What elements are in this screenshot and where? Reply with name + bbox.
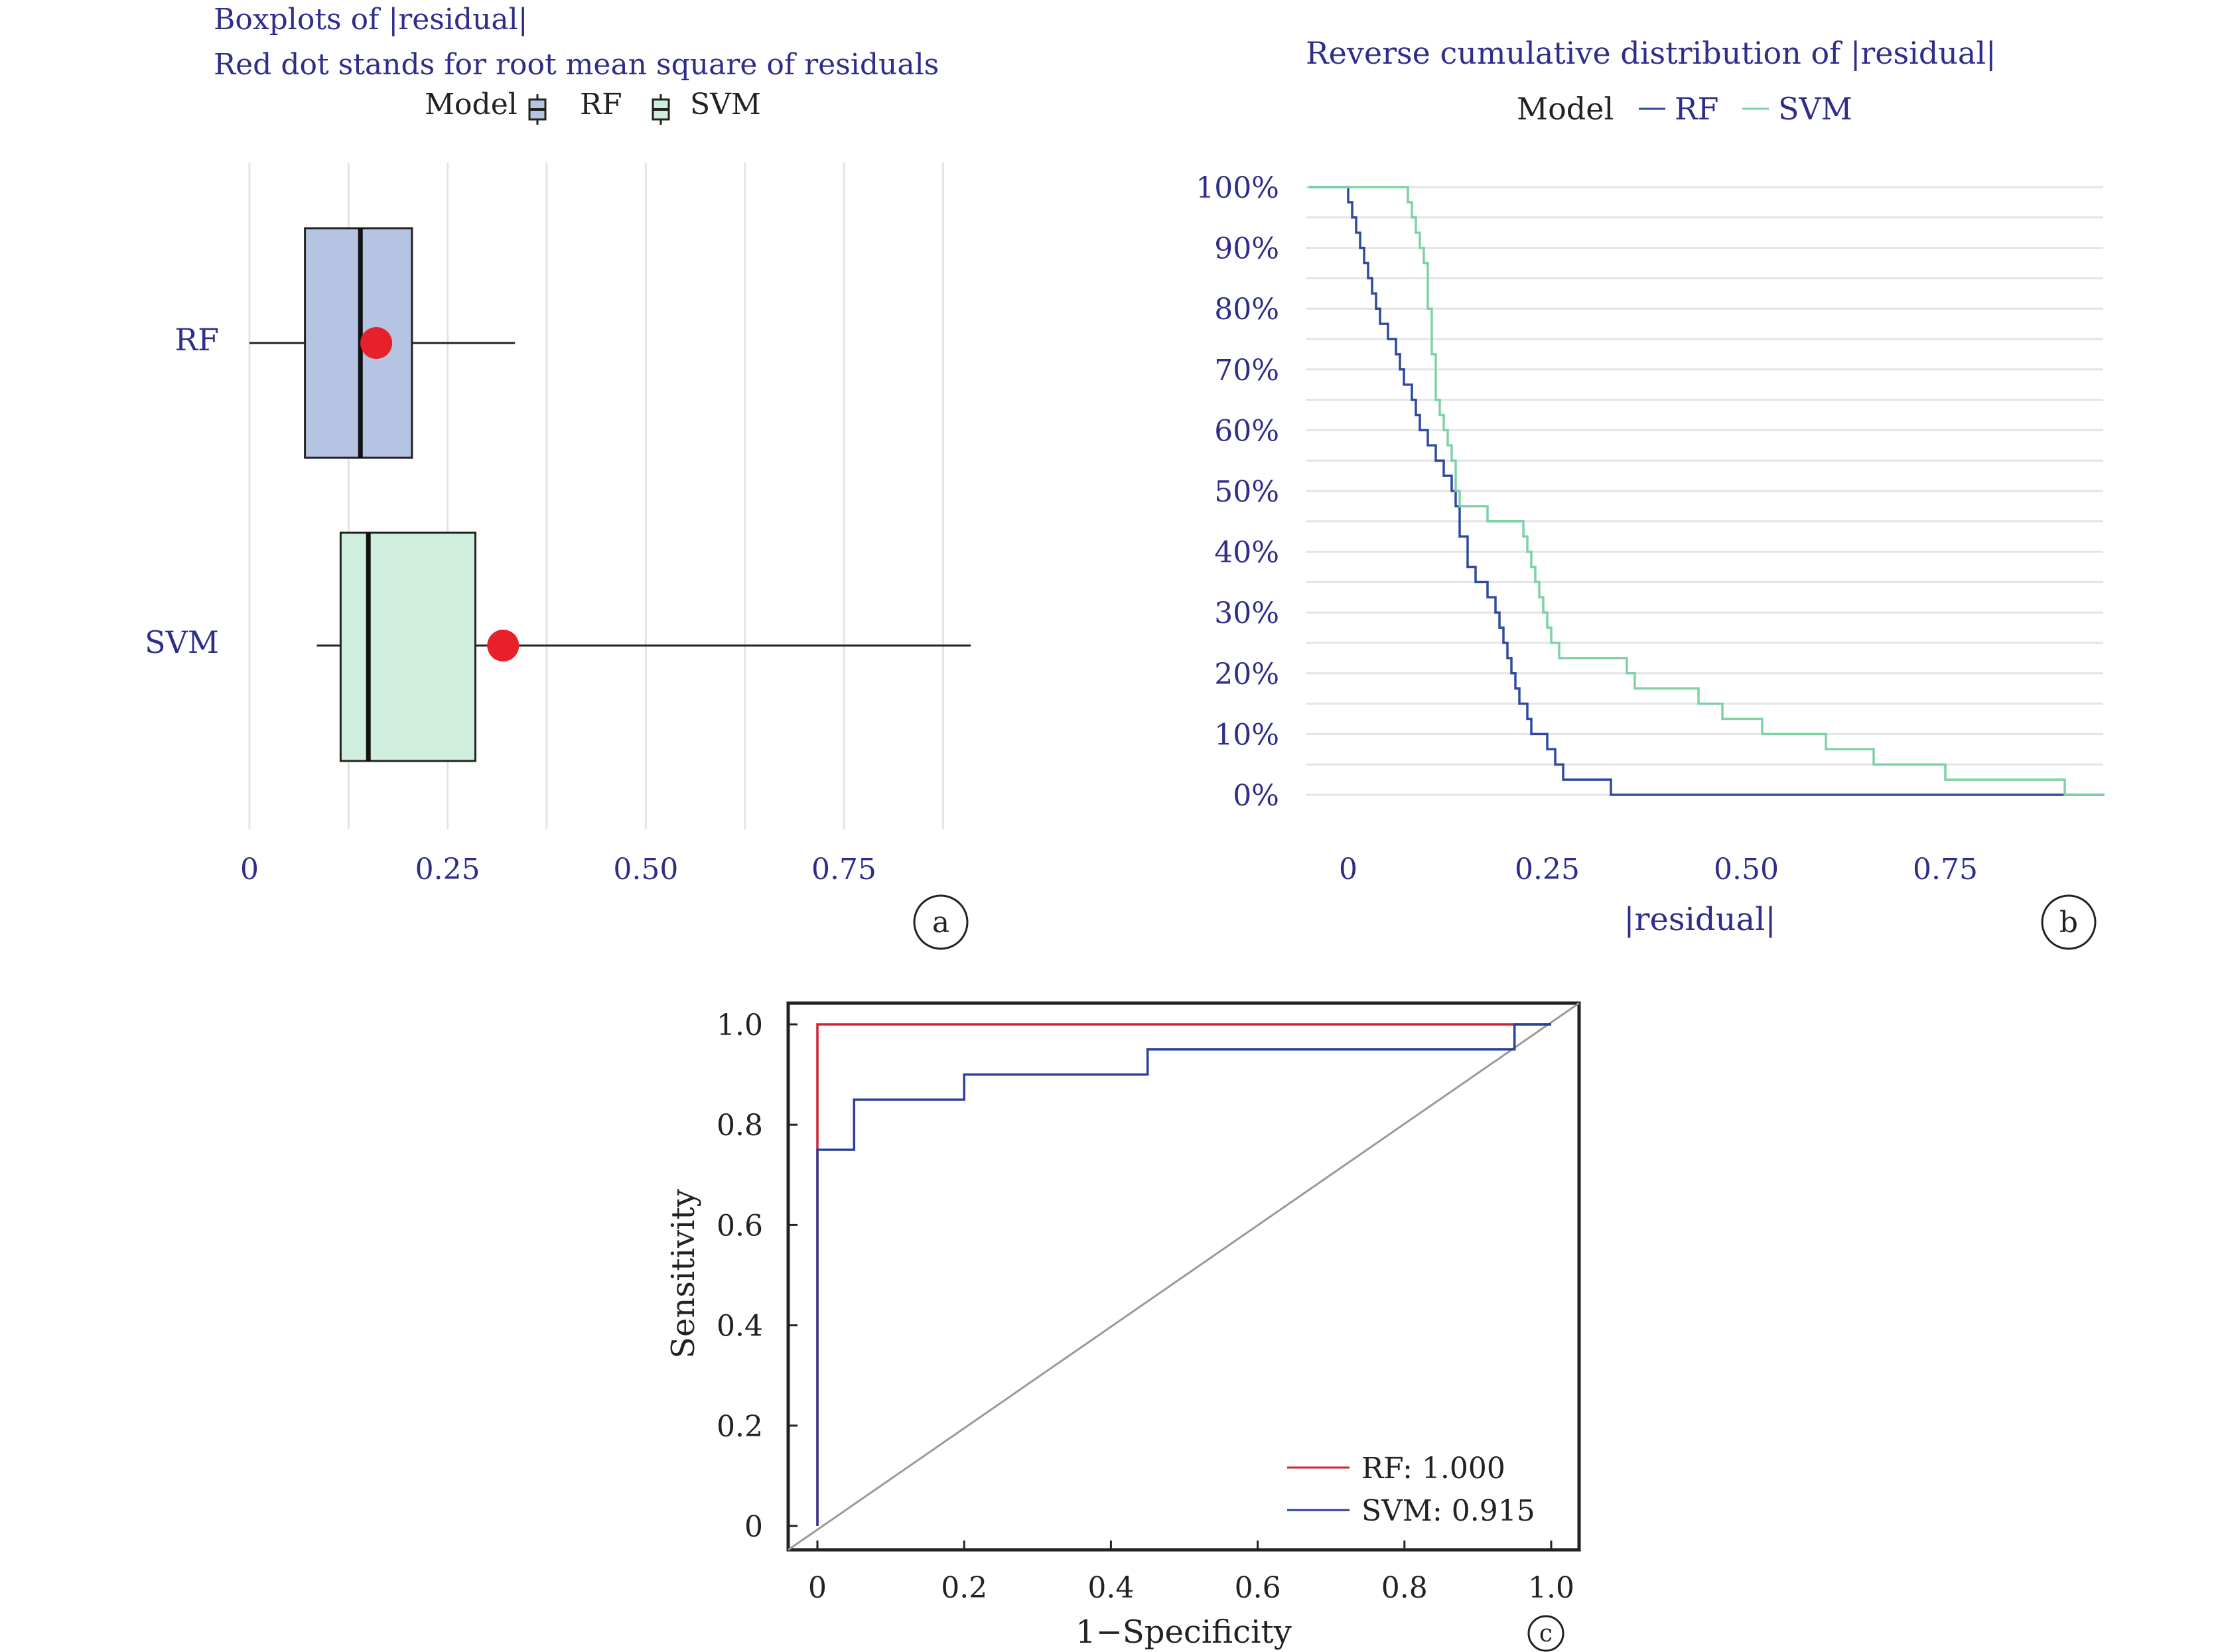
panel-b-x-tick-1: 0.25 bbox=[1515, 853, 1580, 886]
box-svm-rmse-dot bbox=[487, 630, 520, 661]
panel-b-y-tick-5: 50% bbox=[1214, 475, 1279, 509]
panel-b-legend-svm-label: SVM bbox=[1778, 91, 1852, 127]
panel-c-x-tick-1: 0.2 bbox=[941, 1571, 987, 1605]
panel-a-x-tick-3: 0.75 bbox=[811, 853, 876, 886]
panel-b-y-tick-6: 60% bbox=[1214, 414, 1279, 448]
panel-b-x-tick-labels: 0 0.25 0.50 0.75 bbox=[1339, 853, 1978, 886]
panel-c-y-axis-label: Sensitivity bbox=[665, 1189, 702, 1359]
panel-c-x-tick-3: 0.6 bbox=[1235, 1571, 1281, 1605]
panel-a-subtitle: Red dot stands for root mean square of r… bbox=[214, 48, 939, 82]
panel-b-legend-rf-label: RF bbox=[1675, 91, 1719, 127]
box-rf-rmse-dot bbox=[360, 327, 393, 359]
panel-c-label: c bbox=[1539, 1620, 1553, 1647]
panel-c-x-tick-4: 0.8 bbox=[1381, 1571, 1428, 1605]
panel-b-label: b bbox=[2059, 906, 2078, 939]
panel-c-y-tick-2: 0.4 bbox=[717, 1310, 763, 1343]
panel-c-legend-rf-label: RF: 1.000 bbox=[1361, 1452, 1505, 1485]
legend-key-svm-box bbox=[652, 94, 670, 125]
panel-c-label-circle: c bbox=[1527, 1615, 1564, 1652]
panel-b-y-tick-9: 90% bbox=[1214, 232, 1279, 266]
panel-c-y-tick-5: 1.0 bbox=[717, 1008, 763, 1042]
panel-c-y-tick-0: 0 bbox=[744, 1510, 763, 1544]
panel-b-line-svm bbox=[1308, 186, 2105, 796]
panel-c-y-tick-3: 0.6 bbox=[717, 1209, 763, 1243]
panel-c-y-tick-1: 0.2 bbox=[717, 1410, 763, 1444]
panel-a-label: a bbox=[932, 906, 949, 939]
panel-b-y-tick-3: 30% bbox=[1214, 596, 1279, 630]
panel-c-ticks: 0 0.2 0.4 0.6 0.8 1.0 0 0.2 0.4 0.6 0.8 1.0 bbox=[717, 1008, 1574, 1605]
panel-b-legend-title: Model bbox=[1517, 91, 1614, 127]
panel-b-y-tick-7: 70% bbox=[1214, 354, 1279, 387]
panel-a-x-tick-2: 0.50 bbox=[613, 853, 678, 886]
panel-b-line-rf bbox=[1308, 186, 2105, 796]
panel-b-y-tick-10: 100% bbox=[1196, 171, 1279, 205]
panel-b-legend: Model RF SVM bbox=[1517, 91, 1852, 127]
panel-b-x-tick-0: 0 bbox=[1339, 853, 1357, 886]
box-svm-iqr bbox=[339, 531, 476, 762]
panel-c-x-axis-label: 1−Specificity bbox=[1075, 1614, 1292, 1651]
panel-c-y-tick-4: 0.8 bbox=[717, 1109, 763, 1142]
panel-b-y-tick-labels: 0% 10% 20% 30% 40% 50% 60% 70% 80% 90% 100% bbox=[1196, 171, 1279, 813]
panel-c-frame bbox=[786, 1001, 1581, 1552]
panel-c-chance-diagonal bbox=[788, 1002, 1580, 1551]
panel-c-legend: RF: 1.000 SVM: 0.915 bbox=[1287, 1452, 1535, 1528]
panel-b-title: Reverse cumulative distribution of |resi… bbox=[1306, 35, 1996, 71]
panel-a-legend-svm-label: SVM bbox=[690, 88, 761, 121]
panel-a-boxes bbox=[249, 227, 971, 762]
panel-c-x-tick-0: 0 bbox=[808, 1571, 827, 1605]
panel-c-roc-svm bbox=[816, 1023, 1551, 1526]
panel-b-y-tick-4: 40% bbox=[1214, 536, 1279, 570]
panel-b-y-tick-2: 20% bbox=[1214, 657, 1279, 691]
panel-a-legend-rf-label: RF bbox=[580, 88, 622, 121]
panel-a-category-rf: RF bbox=[174, 322, 219, 358]
panel-a-x-tick-1: 0.25 bbox=[415, 853, 480, 886]
panel-b-label-circle: b bbox=[2041, 894, 2097, 950]
panel-a-boxplot: Boxplots of |residual| Red dot stands fo… bbox=[145, 3, 971, 950]
panel-a-legend: Model RF SVM bbox=[425, 88, 761, 125]
panel-a-legend-title: Model bbox=[425, 88, 518, 121]
panel-c-x-tick-5: 1.0 bbox=[1528, 1571, 1574, 1605]
panel-c-series-lines bbox=[788, 1002, 1580, 1551]
panel-b-series-lines bbox=[1308, 186, 2105, 796]
panel-c-legend-svm-label: SVM: 0.915 bbox=[1361, 1494, 1535, 1528]
panel-a-x-tick-0: 0 bbox=[240, 853, 259, 886]
panel-a-title: Boxplots of |residual| bbox=[214, 3, 528, 36]
panel-c-roc: 0 0.2 0.4 0.6 0.8 1.0 0 0.2 0.4 0.6 0.8 1.0 RF: 1.0… bbox=[665, 1001, 1581, 1652]
panel-b-x-tick-2: 0.50 bbox=[1714, 853, 1779, 886]
panel-b-ecdf: Reverse cumulative distribution of |resi… bbox=[1196, 35, 2105, 950]
panel-b-x-tick-3: 0.75 bbox=[1913, 853, 1978, 886]
panel-a-x-tick-labels: 0 0.25 0.50 0.75 bbox=[240, 853, 876, 886]
legend-key-rf-box bbox=[528, 94, 547, 125]
panel-b-y-tick-8: 80% bbox=[1214, 293, 1279, 326]
panel-b-y-tick-1: 10% bbox=[1214, 718, 1279, 752]
panel-c-x-tick-2: 0.4 bbox=[1087, 1571, 1134, 1605]
panel-b-x-axis-label: |residual| bbox=[1624, 901, 1775, 938]
panel-b-y-tick-0: 0% bbox=[1233, 779, 1279, 813]
panel-a-label-circle: a bbox=[913, 894, 969, 950]
panel-a-category-svm: SVM bbox=[145, 624, 219, 660]
